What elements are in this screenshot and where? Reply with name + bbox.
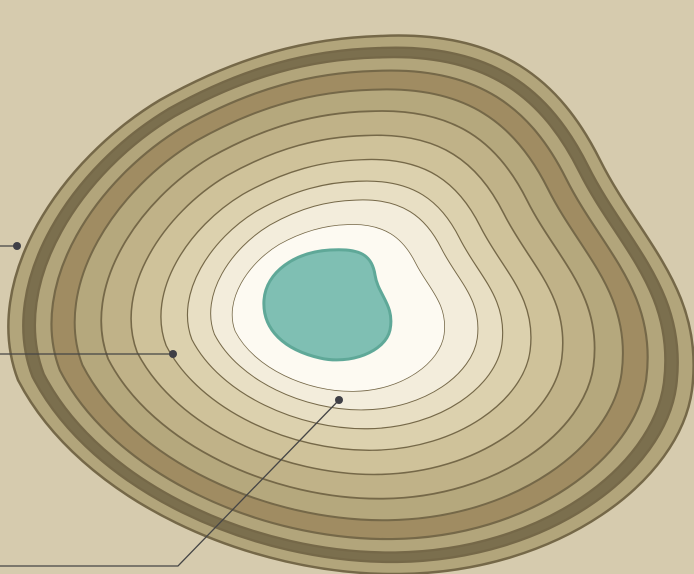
- callout-line: [0, 399, 340, 567]
- callout-dots: [13, 242, 343, 404]
- callout-dot: [335, 396, 343, 404]
- lake: [262, 248, 393, 362]
- callout-dot: [169, 350, 177, 358]
- callout-dot: [13, 242, 21, 250]
